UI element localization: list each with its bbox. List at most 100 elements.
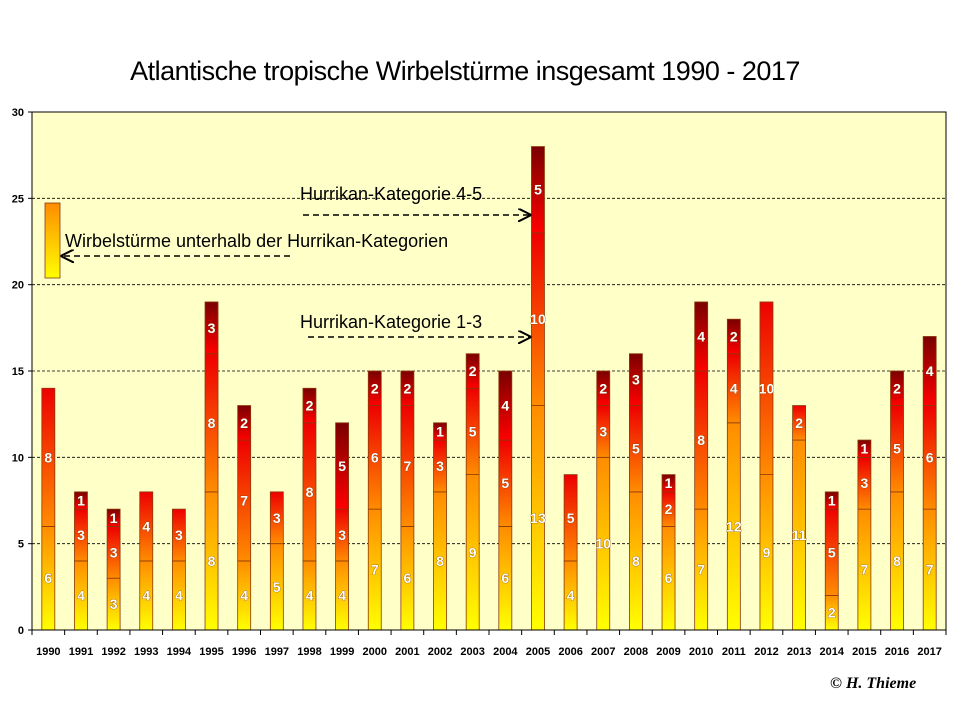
bar-segment-hurricane-1-3 bbox=[139, 491, 154, 562]
x-tick-label: 2011 bbox=[722, 646, 746, 658]
bar-segment-hurricane-4-5 bbox=[204, 301, 219, 355]
data-label: 12 bbox=[726, 518, 742, 534]
data-label: 4 bbox=[567, 587, 575, 603]
annotation-category-1-3: Hurrikan-Kategorie 1-3 bbox=[300, 312, 482, 332]
data-label: 6 bbox=[926, 449, 934, 465]
x-tick-label: 1998 bbox=[297, 646, 321, 658]
y-tick-label: 5 bbox=[18, 539, 24, 551]
data-label: 8 bbox=[697, 432, 705, 448]
data-label: 3 bbox=[599, 423, 607, 439]
bars: 6843133144438834725348243576267283195265… bbox=[41, 146, 937, 631]
data-label: 8 bbox=[893, 553, 901, 569]
x-tick-label: 2014 bbox=[820, 646, 845, 658]
copyright-notice: © H. Thieme bbox=[830, 675, 917, 692]
data-label: 3 bbox=[632, 372, 640, 388]
bar-segment-hurricane-4-5 bbox=[596, 370, 611, 406]
data-label: 6 bbox=[501, 570, 509, 586]
data-label: 4 bbox=[77, 587, 85, 603]
x-tick-label: 2009 bbox=[656, 646, 680, 658]
bar-segment-hurricane-4-5 bbox=[628, 353, 643, 406]
x-tick-label: 2017 bbox=[917, 646, 941, 658]
data-label: 8 bbox=[208, 415, 216, 431]
data-label: 8 bbox=[44, 449, 52, 465]
bar-segment-hurricane-4-5 bbox=[465, 353, 480, 389]
x-tick-label: 1991 bbox=[69, 646, 93, 658]
annotation-below-hurricane: Wirbelstürme unterhalb der Hurrikan-Kate… bbox=[65, 231, 448, 251]
data-label: 3 bbox=[273, 510, 281, 526]
y-tick-label: 20 bbox=[12, 280, 24, 292]
data-label: 7 bbox=[403, 458, 411, 474]
data-label: 7 bbox=[860, 562, 868, 578]
data-label: 2 bbox=[240, 415, 248, 431]
data-label: 3 bbox=[338, 527, 346, 543]
data-label: 4 bbox=[142, 518, 150, 534]
legend-annotations: Hurrikan-Kategorie 4-5 Wirbelstürme unter… bbox=[44, 184, 530, 337]
data-label: 7 bbox=[371, 562, 379, 578]
x-tick-label: 2016 bbox=[885, 646, 909, 658]
data-label: 4 bbox=[697, 328, 705, 344]
data-label: 3 bbox=[208, 320, 216, 336]
x-tick-label: 2015 bbox=[852, 646, 876, 658]
bar-segment-hurricane-4-5 bbox=[400, 370, 415, 406]
bar-segment-hurricane-4-5 bbox=[694, 301, 709, 372]
x-tick-label: 1996 bbox=[232, 646, 256, 658]
bar-segment-hurricane-4-5 bbox=[661, 474, 676, 493]
bar-segment-hurricane-4-5 bbox=[367, 370, 382, 406]
data-label: 5 bbox=[828, 544, 836, 560]
x-tick-label: 2003 bbox=[460, 646, 484, 658]
data-label: 3 bbox=[436, 458, 444, 474]
x-tick-label: 2001 bbox=[395, 646, 419, 658]
data-label: 2 bbox=[469, 363, 477, 379]
x-tick-label: 2013 bbox=[787, 646, 811, 658]
y-tick-label: 10 bbox=[12, 452, 24, 464]
data-label: 9 bbox=[469, 544, 477, 560]
x-tick-label: 2002 bbox=[428, 646, 452, 658]
x-tick-label: 1992 bbox=[101, 646, 125, 658]
data-label: 2 bbox=[599, 380, 607, 396]
x-tick-label: 2012 bbox=[754, 646, 778, 658]
bar-segment-hurricane-1-3 bbox=[759, 301, 774, 475]
data-label: 4 bbox=[240, 587, 248, 603]
data-label: 10 bbox=[595, 536, 611, 552]
x-tick-label: 2010 bbox=[689, 646, 713, 658]
bar-segment-hurricane-4-5 bbox=[74, 491, 88, 510]
bar-segment-hurricane-1-3 bbox=[563, 474, 578, 562]
data-label: 3 bbox=[175, 527, 183, 543]
data-label: 3 bbox=[77, 527, 85, 543]
data-label: 11 bbox=[792, 527, 807, 543]
data-label: 4 bbox=[306, 587, 314, 603]
data-label: 2 bbox=[665, 501, 673, 517]
bar-segment-hurricane-4-5 bbox=[531, 146, 545, 234]
data-label: 1 bbox=[828, 493, 836, 509]
bar-segment-hurricane-4-5 bbox=[302, 387, 317, 424]
data-label: 1 bbox=[436, 423, 444, 439]
data-label: 2 bbox=[730, 328, 738, 344]
y-tick-label: 30 bbox=[12, 107, 24, 119]
bar-segment-hurricane-4-5 bbox=[237, 405, 252, 441]
x-tick-label: 2008 bbox=[624, 646, 648, 658]
bar-segment-hurricane-4-5 bbox=[890, 370, 904, 406]
x-tick-label: 1990 bbox=[36, 646, 60, 658]
bar-segment-hurricane-1-3 bbox=[171, 508, 186, 562]
data-label: 8 bbox=[436, 553, 444, 569]
data-label: 4 bbox=[501, 398, 509, 414]
x-tick-label: 2000 bbox=[363, 646, 387, 658]
bar-segment-hurricane-4-5 bbox=[857, 439, 872, 458]
x-tick-label: 1995 bbox=[199, 646, 223, 658]
x-tick-label: 1993 bbox=[134, 646, 158, 658]
data-label: 5 bbox=[273, 579, 281, 595]
legend-swatch-below-hurricane bbox=[44, 202, 61, 279]
data-label: 2 bbox=[828, 605, 836, 621]
x-tick-label: 2007 bbox=[591, 646, 615, 658]
bar-segment-hurricane-1-3 bbox=[41, 387, 56, 527]
data-label: 4 bbox=[142, 587, 150, 603]
data-label: 10 bbox=[530, 311, 546, 327]
data-label: 7 bbox=[697, 562, 705, 578]
x-tick-label: 1997 bbox=[265, 646, 289, 658]
bar-segment-hurricane-4-5 bbox=[433, 422, 447, 441]
data-label: 8 bbox=[208, 553, 216, 569]
bar-segment-hurricane-1-3 bbox=[269, 491, 284, 545]
data-label: 5 bbox=[501, 475, 509, 491]
